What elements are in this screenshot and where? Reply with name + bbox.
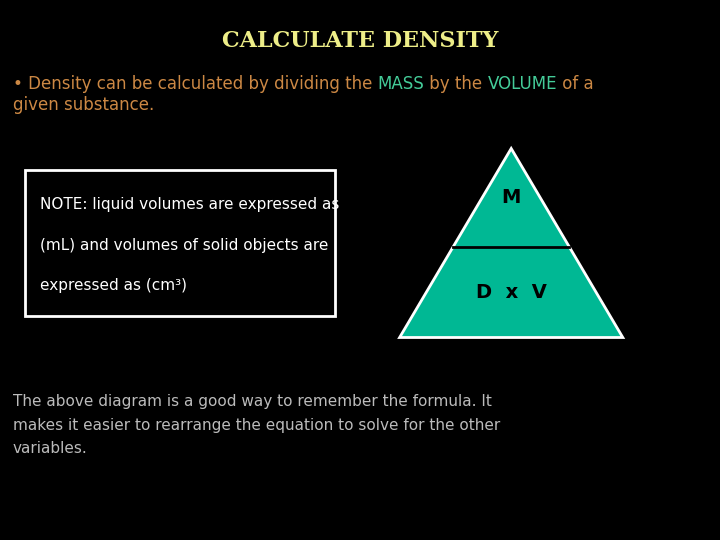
Text: by the: by the <box>424 75 487 93</box>
Text: M: M <box>502 188 521 207</box>
Text: expressed as (cm³): expressed as (cm³) <box>40 278 186 293</box>
Text: MASS: MASS <box>377 75 424 93</box>
Text: given substance.: given substance. <box>13 96 154 114</box>
Text: The above diagram is a good way to remember the formula. It
makes it easier to r: The above diagram is a good way to remem… <box>13 394 500 456</box>
Text: D  x  V: D x V <box>476 282 546 302</box>
Text: CALCULATE DENSITY: CALCULATE DENSITY <box>222 30 498 52</box>
Text: (mL) and volumes of solid objects are: (mL) and volumes of solid objects are <box>40 238 328 253</box>
Text: VOLUME: VOLUME <box>487 75 557 93</box>
Text: NOTE: liquid volumes are expressed as: NOTE: liquid volumes are expressed as <box>40 197 339 212</box>
Text: • Density can be calculated by dividing the: • Density can be calculated by dividing … <box>13 75 377 93</box>
Text: of a: of a <box>557 75 594 93</box>
